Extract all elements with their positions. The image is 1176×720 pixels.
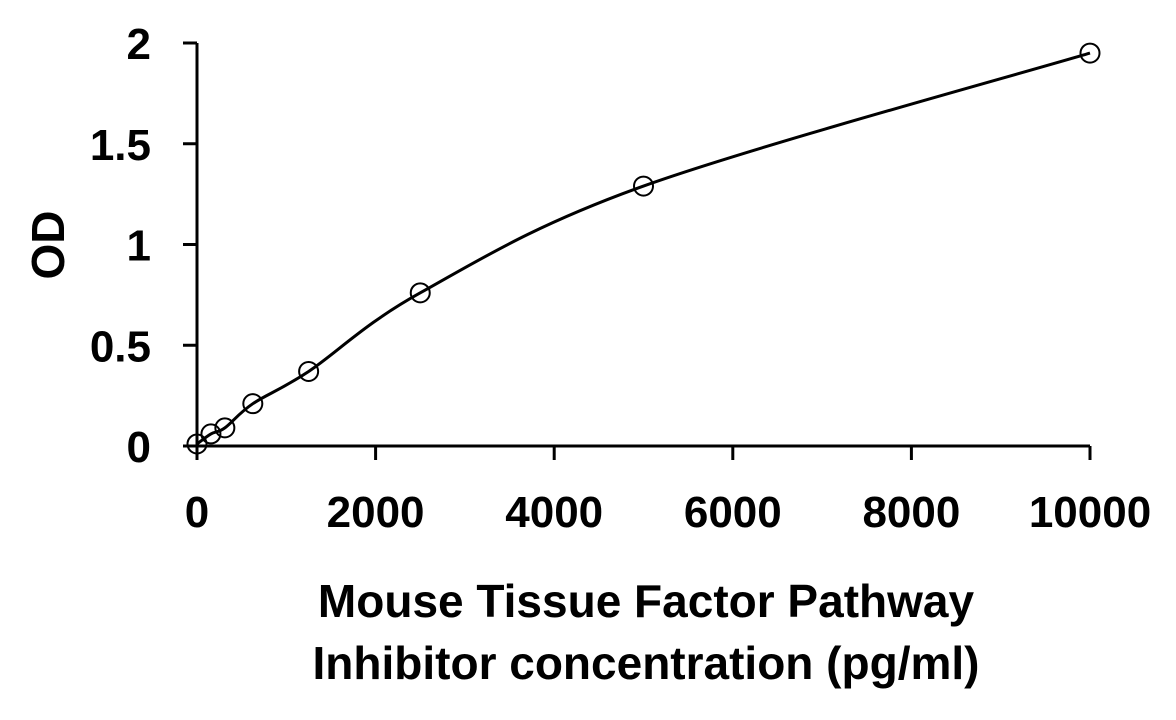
x-tick-label: 6000	[684, 488, 782, 537]
y-tick-label: 1.5	[90, 121, 151, 170]
data-point-marker	[1079, 42, 1101, 64]
ticks-group: 0 2000 4000 6000 8000 10000 0 0.5 1 1.5 2	[90, 20, 1151, 537]
standard-curve-trendline	[196, 51, 1091, 446]
axes-group	[195, 43, 1090, 448]
data-point-marker	[214, 417, 236, 439]
data-point-marker	[200, 423, 222, 445]
trendline-group	[196, 51, 1091, 446]
x-tick-label: 2000	[327, 488, 425, 537]
x-axis-label-line-2: Inhibitor concentration (pg/ml)	[313, 637, 980, 689]
x-axis-label-line-1: Mouse Tissue Factor Pathway	[318, 575, 975, 627]
data-point-marker	[242, 393, 264, 415]
data-points-group	[186, 42, 1101, 455]
y-tick-label: 0	[127, 423, 151, 472]
y-tick-label: 2	[127, 20, 151, 69]
x-tick-label: 0	[185, 488, 209, 537]
x-tick-label: 4000	[505, 488, 603, 537]
y-tick-label: 0.5	[90, 322, 151, 371]
data-point-marker	[298, 360, 320, 382]
y-axis-label: OD	[22, 211, 74, 280]
data-point-marker	[409, 282, 431, 304]
data-point-marker	[633, 175, 654, 197]
y-tick-label: 1	[127, 222, 151, 271]
x-tick-label: 8000	[862, 488, 960, 537]
data-point-marker	[186, 433, 208, 455]
x-tick-label: 10000	[1029, 488, 1151, 537]
